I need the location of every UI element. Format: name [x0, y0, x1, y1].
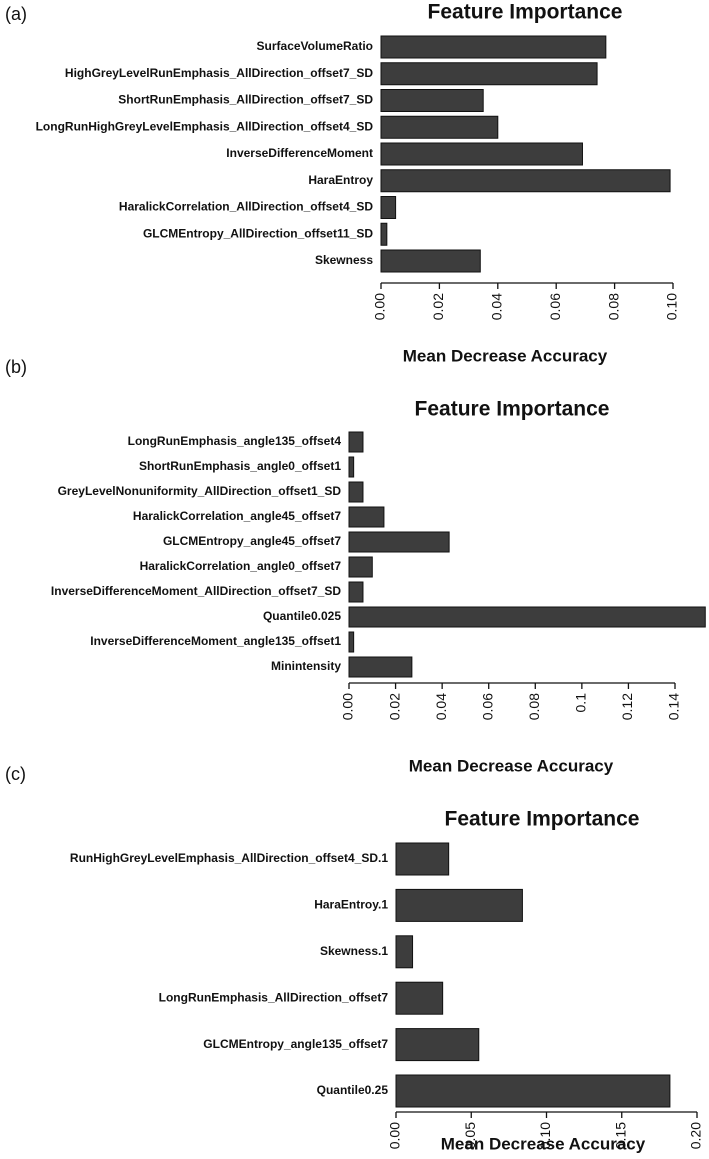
bar — [380, 222, 388, 246]
bar — [348, 431, 364, 453]
category-label: Minintensity — [271, 659, 341, 673]
category-label: LongRunEmphasis_AllDirection_offset7 — [159, 990, 389, 1004]
bar — [348, 531, 450, 553]
panel-label: (b) — [5, 357, 27, 377]
x-axis-label: Mean Decrease Accuracy — [403, 346, 608, 365]
x-axis-label: Mean Decrease Accuracy — [441, 1134, 646, 1153]
panel-label: (c) — [5, 764, 26, 784]
category-label: HaralickCorrelation_angle0_offset7 — [140, 559, 342, 573]
x-tick-label: 0.04 — [433, 693, 449, 720]
bar — [395, 981, 444, 1015]
bar — [395, 935, 414, 969]
category-label: InverseDifferenceMoment_angle135_offset1 — [90, 634, 341, 648]
bar — [395, 1074, 671, 1108]
category-label: InverseDifferenceMoment_AllDirection_off… — [51, 584, 341, 598]
x-tick-label: 0.1 — [573, 693, 589, 713]
bar — [348, 606, 706, 628]
category-label: LongRunEmphasis_angle135_offset4 — [128, 434, 342, 448]
bar — [380, 35, 607, 59]
x-tick-label: 0.00 — [387, 1122, 403, 1149]
category-label: RunHighGreyLevelEmphasis_AllDirection_of… — [70, 851, 388, 865]
x-tick-label: 0.10 — [537, 1122, 553, 1149]
category-label: GreyLevelNonuniformity_AllDirection_offs… — [58, 484, 342, 498]
category-label: ShortRunEmphasis_AllDirection_offset7_SD — [118, 93, 373, 107]
category-label: ShortRunEmphasis_angle0_offset1 — [139, 459, 341, 473]
x-tick-label: 0.08 — [605, 293, 621, 320]
x-tick-label: 0.08 — [526, 693, 542, 720]
category-label: Skewness — [315, 253, 373, 267]
x-tick-label: 0.04 — [489, 293, 505, 320]
x-tick-label: 0.06 — [547, 293, 563, 320]
chart-title: Feature Importance — [428, 1, 623, 24]
bar — [348, 656, 413, 678]
x-tick-label: 0.02 — [386, 693, 402, 720]
category-label: InverseDifferenceMoment — [226, 146, 373, 160]
bar — [395, 842, 450, 876]
chart-title: Feature Importance — [445, 808, 640, 831]
category-label: Quantile0.025 — [263, 609, 341, 623]
category-label: HaraEntroy — [308, 173, 373, 187]
bar — [380, 62, 598, 86]
bar — [380, 115, 499, 139]
x-tick-label: 0.12 — [619, 693, 635, 720]
bar — [380, 89, 484, 112]
category-label: Quantile0.25 — [317, 1083, 389, 1097]
x-tick-label: 0.10 — [664, 293, 680, 320]
bar — [395, 1028, 480, 1062]
bar — [380, 169, 671, 193]
bar — [395, 888, 523, 922]
x-tick-label: 0.14 — [666, 693, 682, 720]
category-label: GLCMEntropy_angle135_offset7 — [203, 1037, 388, 1051]
x-axis-label: Mean Decrease Accuracy — [409, 756, 614, 775]
x-tick-label: 0.00 — [372, 293, 388, 320]
x-tick-label: 0.02 — [430, 293, 446, 320]
bar — [348, 456, 355, 478]
x-tick-label: 0.05 — [462, 1122, 478, 1149]
x-tick-label: 0.00 — [340, 693, 356, 720]
bar — [380, 196, 397, 219]
category-label: GLCMEntropy_angle45_offset7 — [163, 534, 341, 548]
x-tick-label: 0.20 — [688, 1122, 704, 1149]
bar — [348, 481, 364, 503]
category-label: GLCMEntropy_AllDirection_offset11_SD — [143, 226, 373, 240]
x-tick-label: 0.06 — [479, 693, 495, 720]
panel-label: (a) — [5, 4, 27, 24]
chart-title: Feature Importance — [415, 398, 610, 421]
bar — [380, 249, 481, 273]
category-label: HaraEntroy.1 — [314, 898, 388, 912]
bar — [380, 142, 583, 166]
category-label: LongRunHighGreyLevelEmphasis_AllDirectio… — [36, 119, 374, 133]
category-label: HaralickCorrelation_AllDirection_offset4… — [119, 200, 373, 214]
x-tick-label: 0.15 — [612, 1122, 628, 1149]
category-label: Skewness.1 — [320, 944, 388, 958]
category-label: HaralickCorrelation_angle45_offset7 — [133, 509, 341, 523]
bar — [348, 556, 373, 578]
bar — [348, 581, 364, 603]
category-label: SurfaceVolumeRatio — [257, 39, 373, 53]
category-label: HighGreyLevelRunEmphasis_AllDirection_of… — [65, 66, 373, 80]
bar — [348, 631, 355, 653]
bar — [348, 506, 385, 528]
